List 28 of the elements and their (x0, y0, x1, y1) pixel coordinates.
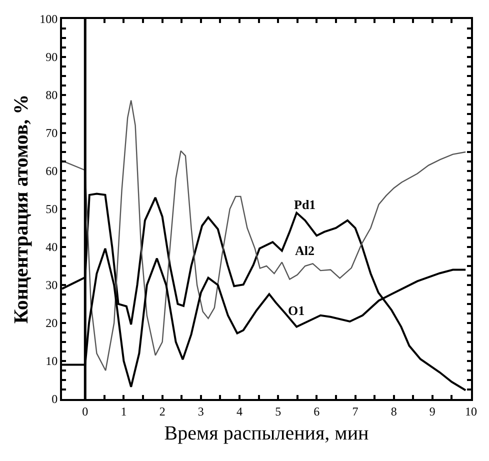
y-axis-title: Концентрация атомов, % (10, 94, 33, 324)
x-tick-label: 8 (390, 404, 397, 418)
x-tick-label: 9 (429, 404, 436, 418)
x-tick-label: 2 (159, 404, 166, 418)
y-tick-label: 100 (40, 12, 58, 26)
x-tick-label: 10 (465, 404, 477, 418)
x-tick-label: 1 (120, 404, 127, 418)
y-tick-label: 30 (46, 278, 58, 292)
series-label: O1 (288, 303, 305, 318)
y-tick-label: 90 (46, 50, 58, 64)
y-tick-label: 50 (46, 202, 58, 216)
x-tick-label: 4 (236, 404, 242, 418)
y-tick-label: 10 (46, 354, 58, 368)
y-tick-label: 40 (46, 240, 58, 254)
y-tick-label: 0 (52, 392, 58, 406)
series-label: Al2 (295, 243, 314, 258)
x-tick-label: 3 (198, 404, 204, 418)
y-tick-label: 60 (46, 164, 58, 178)
y-tick-label: 20 (46, 316, 58, 330)
x-tick-label: 6 (314, 404, 320, 418)
y-tick-label: 80 (46, 88, 58, 102)
series-label: Pd1 (294, 197, 316, 212)
y-tick-label: 70 (46, 126, 58, 140)
x-tick-label: 7 (352, 404, 358, 418)
x-tick-label: 5 (275, 404, 282, 418)
x-axis-title: Время распыления, мин (164, 422, 370, 444)
x-tick-label: 0 (82, 404, 88, 418)
line-series (62, 100, 466, 372)
